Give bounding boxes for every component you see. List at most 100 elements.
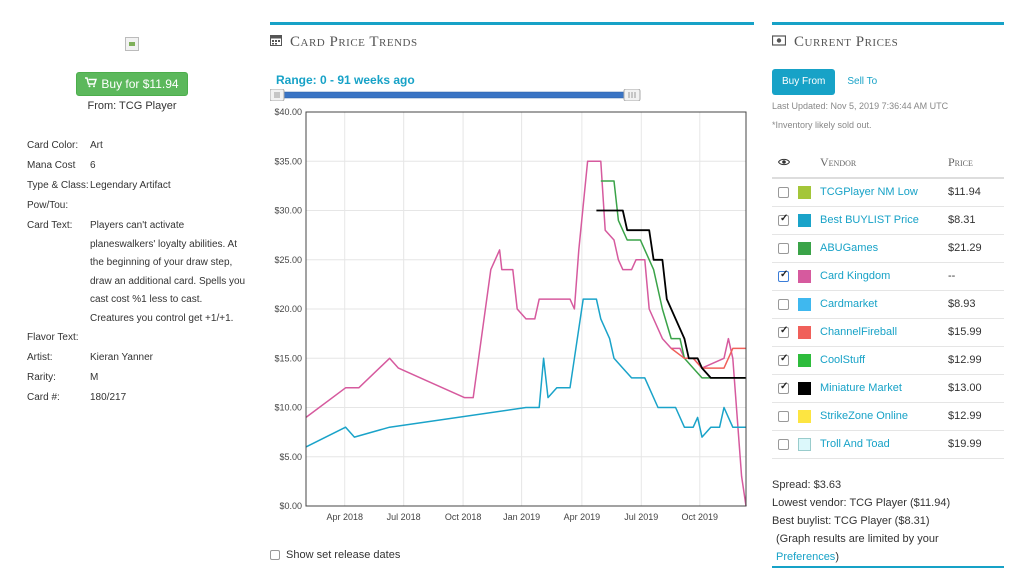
section-divider xyxy=(772,22,1004,25)
range-slider[interactable] xyxy=(270,89,642,101)
detail-row: Artist: Kieran Yanner xyxy=(27,348,247,368)
price-trends-title: Card Price Trends xyxy=(290,34,418,50)
note-prefix: (Graph results are limited by your xyxy=(776,533,939,545)
detail-row: Mana Cost 6 xyxy=(27,156,247,176)
vendor-color-swatch xyxy=(798,325,811,339)
chart-x-tick-label: Oct 2019 xyxy=(682,512,719,522)
range-slider-handle-left[interactable] xyxy=(270,89,285,101)
price-trends-panel: Card Price Trends Range: 0 - 91 weeks ag… xyxy=(270,0,754,569)
vendor-name-link[interactable]: TCGPlayer NM Low xyxy=(820,186,918,199)
price-column-header: Price xyxy=(948,148,1004,179)
detail-value: 180/217 xyxy=(90,392,127,403)
vendor-row: Best BUYLIST Price $8.31 xyxy=(772,206,1004,235)
detail-label: Rarity: xyxy=(27,372,56,383)
chart-y-tick-label: $0.00 xyxy=(279,501,302,511)
chart-y-tick-label: $10.00 xyxy=(274,403,302,413)
detail-row: Flavor Text: xyxy=(27,328,247,348)
vendor-visibility-checkbox[interactable] xyxy=(778,353,789,366)
vendor-name-link[interactable]: Cardmarket xyxy=(820,298,878,310)
money-icon xyxy=(771,34,787,51)
chart-y-tick-label: $5.00 xyxy=(279,452,302,462)
vendor-visibility-checkbox[interactable] xyxy=(778,325,789,338)
vendor-row: StrikeZone Online $12.99 xyxy=(772,402,1004,431)
vendor-price: $21.29 xyxy=(948,242,982,254)
chart-y-tick-label: $25.00 xyxy=(274,255,302,265)
chart-y-tick-label: $20.00 xyxy=(274,304,302,314)
price-trends-chart: $40.00 $35.00 $30.00 $25.00 $20.00 $15.00 $10.… xyxy=(274,107,747,522)
detail-label: Mana Cost xyxy=(27,160,76,171)
vendor-color-swatch xyxy=(798,269,811,283)
detail-label: Pow/Tou: xyxy=(27,200,69,211)
chart-series-line xyxy=(600,180,746,379)
vendor-visibility-checkbox[interactable] xyxy=(778,186,789,198)
vendor-row: ChannelFireball $15.99 xyxy=(772,318,1004,347)
card-details: Card Color: Art Mana Cost 6 Type & Class: Leg… xyxy=(27,136,247,408)
detail-row: Card Text: Players can't activate planesw… xyxy=(27,216,247,328)
swatch-header xyxy=(798,148,820,179)
vendor-color-swatch xyxy=(798,381,811,395)
vendor-visibility-checkbox[interactable] xyxy=(778,438,789,450)
vendor-color-swatch xyxy=(798,409,811,423)
vendor-visibility-checkbox[interactable] xyxy=(778,381,789,394)
chart-series-line xyxy=(670,347,746,369)
vendor-color-swatch xyxy=(798,437,811,451)
vendor-name-link[interactable]: StrikeZone Online xyxy=(820,410,909,422)
vendor-row: Miniature Market $13.00 xyxy=(772,374,1004,403)
section-divider-bottom xyxy=(772,566,1004,568)
detail-value: M xyxy=(90,372,99,383)
inventory-note: *Inventory likely sold out. xyxy=(772,120,872,130)
vendor-name-link[interactable]: ABUGames xyxy=(820,242,879,254)
vendor-color-swatch xyxy=(798,241,811,255)
current-prices-panel: Current Prices Buy From Sell To Last Upd… xyxy=(771,0,1004,569)
vendor-row: Cardmarket $8.93 xyxy=(772,290,1004,319)
chart-y-tick-label: $35.00 xyxy=(274,156,302,166)
vendor-price: $12.99 xyxy=(948,354,982,366)
vendor-name-link[interactable]: CoolStuff xyxy=(820,354,866,366)
vendor-price: $11.94 xyxy=(948,186,981,199)
vendor-visibility-checkbox[interactable] xyxy=(778,242,789,254)
buy-from-label: From: TCG Player xyxy=(87,100,177,112)
card-info-panel: Buy for $11.94 From: TCG Player Card Col… xyxy=(0,0,260,569)
release-dates-toggle[interactable]: Show set release dates xyxy=(270,549,400,561)
spread-text: Spread: $3.63 xyxy=(772,479,842,491)
vendor-visibility-checkbox[interactable] xyxy=(778,213,789,226)
chart-y-tick-label: $40.00 xyxy=(274,107,302,117)
range-slider-handle-right[interactable] xyxy=(623,89,641,101)
chart-x-tick-label: Jan 2019 xyxy=(503,512,540,522)
detail-value: Art xyxy=(90,140,103,151)
vendor-table-header: Vendor Price xyxy=(772,148,1004,179)
best-buylist-text: Best buylist: TCG Player ($8.31) xyxy=(772,515,930,527)
chart-plot-border xyxy=(305,111,747,507)
detail-value xyxy=(90,196,247,216)
vendor-name-link[interactable]: ChannelFireball xyxy=(820,326,898,338)
chart-y-tick-label: $15.00 xyxy=(274,353,302,363)
tab-sell-to[interactable]: Sell To xyxy=(847,76,878,87)
vendor-visibility-checkbox[interactable] xyxy=(778,269,789,282)
calendar-icon xyxy=(270,34,282,51)
detail-value: Kieran Yanner xyxy=(90,352,154,363)
graph-limit-note: (Graph results are limited by your Prefe… xyxy=(772,530,1004,566)
release-dates-checkbox[interactable] xyxy=(270,550,280,560)
eye-icon xyxy=(777,155,791,169)
vendor-name-link[interactable]: Miniature Market xyxy=(820,382,902,394)
current-prices-heading: Current Prices xyxy=(771,34,898,51)
detail-label: Card #: xyxy=(27,392,60,403)
detail-value: 6 xyxy=(90,160,96,171)
tab-buy-from[interactable]: Buy From xyxy=(772,69,836,95)
release-dates-label: Show set release dates xyxy=(286,549,401,561)
price-tabs: Buy From Sell To xyxy=(772,69,889,95)
price-stats: Spread: $3.63 Lowest vendor: TCG Player … xyxy=(772,476,1004,566)
detail-row: Rarity: M xyxy=(27,368,247,388)
vendor-name-link[interactable]: Troll And Toad xyxy=(820,438,890,450)
vendor-price: $13.00 xyxy=(948,382,982,394)
section-divider xyxy=(270,22,754,25)
vendor-row: ABUGames $21.29 xyxy=(772,234,1004,263)
detail-row: Card #: 180/217 xyxy=(27,388,247,408)
chart-series-line xyxy=(596,209,746,379)
vendor-name-link[interactable]: Best BUYLIST Price xyxy=(820,214,919,226)
buy-button[interactable]: Buy for $11.94 xyxy=(76,72,188,96)
vendor-visibility-checkbox[interactable] xyxy=(778,298,789,310)
preferences-link[interactable]: Preferences xyxy=(776,551,836,563)
vendor-visibility-checkbox[interactable] xyxy=(778,410,789,422)
vendor-name-link[interactable]: Card Kingdom xyxy=(820,270,891,282)
